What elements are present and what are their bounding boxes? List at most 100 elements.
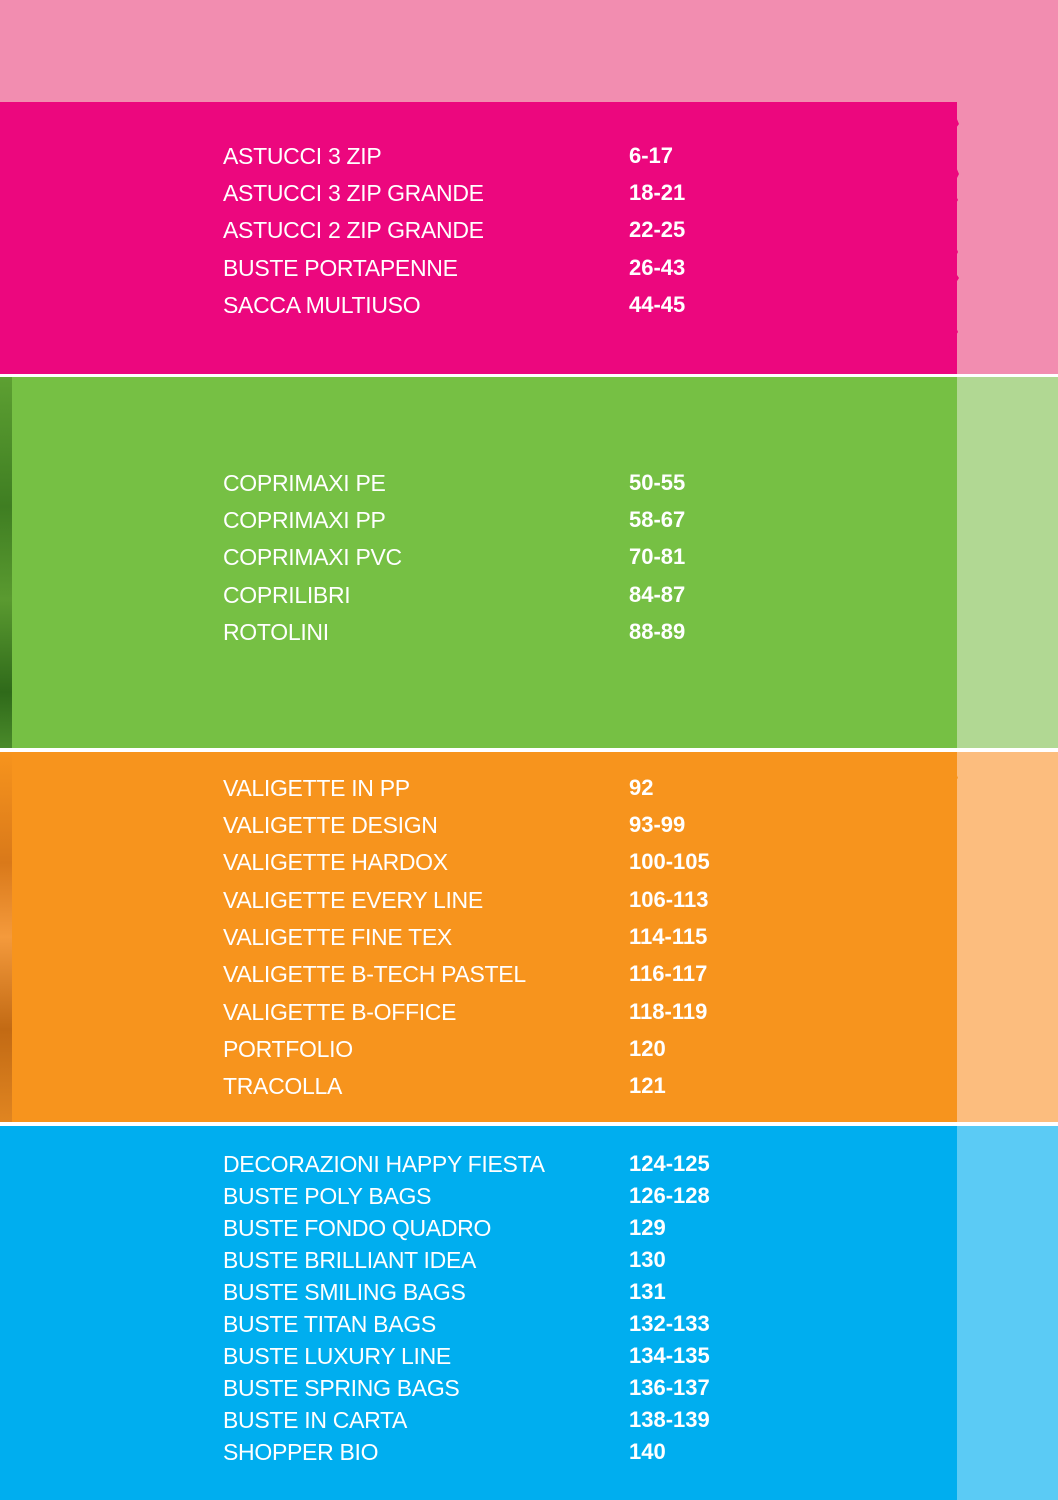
list-item: BUSTE PORTAPENNE 26-43 bbox=[0, 253, 900, 283]
list-item: VALIGETTE FINE TEX 114-115 bbox=[0, 922, 900, 952]
list-item: BUSTE POLY BAGS 126-128 bbox=[0, 1181, 900, 1211]
top-pink-strip bbox=[0, 0, 1058, 102]
list-item: ROTOLINI 88-89 bbox=[0, 617, 900, 647]
item-name: PORTFOLIO bbox=[223, 1036, 353, 1062]
item-pages: 18-21 bbox=[629, 180, 686, 205]
list-item: ASTUCCI 2 ZIP GRANDE 22-25 bbox=[0, 215, 900, 245]
list-item: BUSTE TITAN BAGS 132-133 bbox=[0, 1309, 900, 1339]
item-pages: 118-119 bbox=[629, 999, 708, 1024]
section-pink: ASTUCCI 3 ZIP 6-17 ASTUCCI 3 ZIP GRANDE … bbox=[0, 102, 1058, 374]
item-name: COPRIMAXI PP bbox=[223, 507, 386, 533]
item-name: ASTUCCI 3 ZIP bbox=[223, 143, 382, 169]
item-name: COPRILIBRI bbox=[223, 582, 351, 608]
list-item: VALIGETTE IN PP 92 bbox=[0, 773, 900, 803]
left-photo-edge bbox=[0, 752, 12, 1122]
item-pages: 114-115 bbox=[629, 924, 708, 949]
item-pages: 88-89 bbox=[629, 619, 686, 644]
item-pages: 140 bbox=[629, 1439, 666, 1464]
list-item: BUSTE BRILLIANT IDEA 130 bbox=[0, 1245, 900, 1275]
section-blue-panel bbox=[0, 1126, 957, 1500]
item-pages: 126-128 bbox=[629, 1183, 710, 1208]
item-pages: 130 bbox=[629, 1247, 666, 1272]
item-name: ASTUCCI 3 ZIP GRANDE bbox=[223, 180, 484, 206]
item-name: BUSTE TITAN BAGS bbox=[223, 1311, 436, 1337]
item-name: COPRIMAXI PE bbox=[223, 470, 386, 496]
item-name: VALIGETTE B-OFFICE bbox=[223, 999, 457, 1025]
section-orange-panel bbox=[0, 752, 957, 1122]
item-pages: 92 bbox=[629, 775, 654, 800]
list-item: BUSTE SPRING BAGS 136-137 bbox=[0, 1373, 900, 1403]
list-item: ASTUCCI 3 ZIP 6-17 bbox=[0, 141, 900, 171]
item-pages: 116-117 bbox=[629, 961, 708, 986]
item-name: COPRIMAXI PVC bbox=[223, 544, 402, 570]
item-name: SHOPPER BIO bbox=[223, 1439, 379, 1465]
item-name: ROTOLINI bbox=[223, 619, 329, 645]
section-pink-tab bbox=[957, 102, 1058, 374]
item-name: BUSTE SMILING BAGS bbox=[223, 1279, 466, 1305]
item-name: SACCA MULTIUSO bbox=[223, 292, 421, 318]
item-pages: 70-81 bbox=[629, 544, 686, 569]
item-name: BUSTE FONDO QUADRO bbox=[223, 1215, 492, 1241]
section-green-panel bbox=[0, 377, 957, 748]
list-item: DECORAZIONI HAPPY FIESTA 124-125 bbox=[0, 1149, 900, 1179]
torn-edge-pink bbox=[936, 102, 959, 374]
list-item: VALIGETTE B-TECH PASTEL 116-117 bbox=[0, 959, 900, 989]
item-name: VALIGETTE FINE TEX bbox=[223, 924, 452, 950]
section-blue-tab bbox=[957, 1126, 1058, 1500]
item-pages: 121 bbox=[629, 1073, 666, 1098]
list-item: COPRIMAXI PP 58-67 bbox=[0, 505, 900, 535]
list-item: COPRIMAXI PE 50-55 bbox=[0, 468, 900, 498]
list-item: BUSTE FONDO QUADRO 129 bbox=[0, 1213, 900, 1243]
section-orange-tab bbox=[957, 752, 1058, 1122]
item-name: ASTUCCI 2 ZIP GRANDE bbox=[223, 217, 484, 243]
list-item: VALIGETTE DESIGN 93-99 bbox=[0, 810, 900, 840]
item-pages: 93-99 bbox=[629, 812, 686, 837]
item-name: VALIGETTE HARDOX bbox=[223, 849, 448, 875]
torn-edge-orange bbox=[936, 752, 958, 1122]
item-name: BUSTE POLY BAGS bbox=[223, 1183, 432, 1209]
item-name: VALIGETTE DESIGN bbox=[223, 812, 438, 838]
item-pages: 131 bbox=[629, 1279, 666, 1304]
item-pages: 129 bbox=[629, 1215, 666, 1240]
item-pages: 132-133 bbox=[629, 1311, 710, 1336]
item-name: DECORAZIONI HAPPY FIESTA bbox=[223, 1151, 545, 1177]
list-item: VALIGETTE HARDOX 100-105 bbox=[0, 847, 900, 877]
item-name: BUSTE SPRING BAGS bbox=[223, 1375, 460, 1401]
item-pages: 124-125 bbox=[629, 1151, 710, 1176]
list-item: BUSTE SMILING BAGS 131 bbox=[0, 1277, 900, 1307]
list-item: VALIGETTE EVERY LINE 106-113 bbox=[0, 885, 900, 915]
item-pages: 44-45 bbox=[629, 292, 686, 317]
item-name: VALIGETTE IN PP bbox=[223, 775, 410, 801]
section-orange: VALIGETTE IN PP 92 VALIGETTE DESIGN 93-9… bbox=[0, 752, 1058, 1122]
item-name: BUSTE LUXURY LINE bbox=[223, 1343, 451, 1369]
item-pages: 106-113 bbox=[629, 887, 709, 912]
item-name: BUSTE PORTAPENNE bbox=[223, 255, 458, 281]
item-pages: 50-55 bbox=[629, 470, 686, 495]
item-pages: 136-137 bbox=[629, 1375, 710, 1400]
list-item: BUSTE IN CARTA 138-139 bbox=[0, 1405, 900, 1435]
list-item: COPRILIBRI 84-87 bbox=[0, 580, 900, 610]
item-pages: 120 bbox=[629, 1036, 666, 1061]
item-pages: 58-67 bbox=[629, 507, 686, 532]
item-pages: 134-135 bbox=[629, 1343, 710, 1368]
item-pages: 26-43 bbox=[629, 255, 686, 280]
list-item: BUSTE LUXURY LINE 134-135 bbox=[0, 1341, 900, 1371]
item-pages: 84-87 bbox=[629, 582, 686, 607]
list-item: TRACOLLA 121 bbox=[0, 1071, 900, 1101]
section-green: COPRIMAXI PE 50-55 COPRIMAXI PP 58-67 CO… bbox=[0, 377, 1058, 748]
item-name: BUSTE IN CARTA bbox=[223, 1407, 408, 1433]
item-pages: 100-105 bbox=[629, 849, 710, 874]
section-blue: DECORAZIONI HAPPY FIESTA 124-125 BUSTE P… bbox=[0, 1126, 1058, 1500]
list-item: SACCA MULTIUSO 44-45 bbox=[0, 290, 900, 320]
item-pages: 6-17 bbox=[629, 143, 674, 168]
left-photo-edge bbox=[0, 377, 12, 748]
list-item: PORTFOLIO 120 bbox=[0, 1034, 900, 1064]
item-name: VALIGETTE B-TECH PASTEL bbox=[223, 961, 526, 987]
item-name: BUSTE BRILLIANT IDEA bbox=[223, 1247, 477, 1273]
section-green-tab bbox=[957, 377, 1058, 748]
list-item: VALIGETTE B-OFFICE 118-119 bbox=[0, 997, 900, 1027]
list-item: ASTUCCI 3 ZIP GRANDE 18-21 bbox=[0, 178, 900, 208]
item-pages: 22-25 bbox=[629, 217, 686, 242]
torn-edge-green bbox=[936, 377, 954, 748]
item-pages: 138-139 bbox=[629, 1407, 710, 1432]
